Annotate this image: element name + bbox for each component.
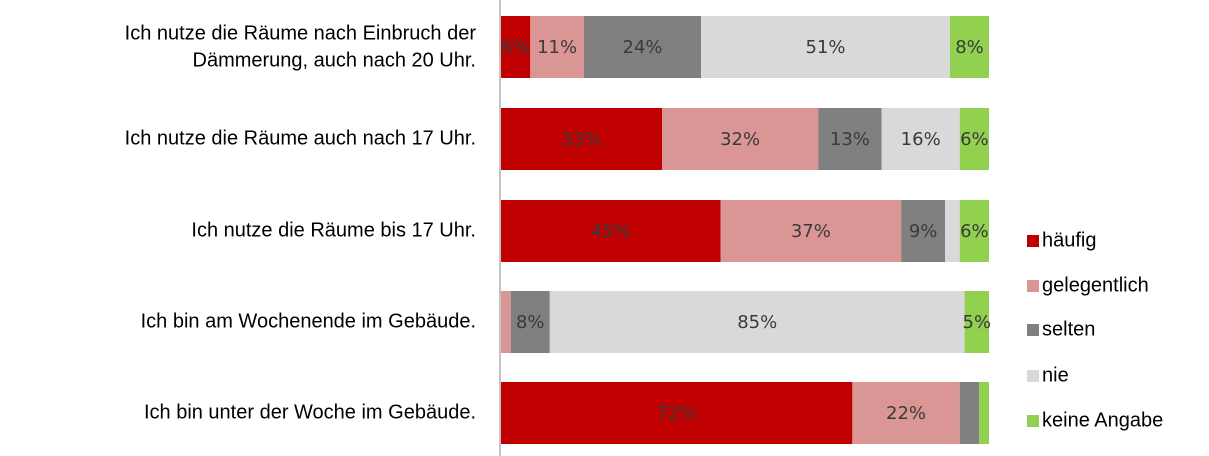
value-label: 45% bbox=[591, 221, 631, 242]
value-label: 5% bbox=[963, 312, 992, 333]
legend-label: selten bbox=[1042, 318, 1095, 340]
legend-swatch bbox=[1027, 370, 1039, 382]
value-label: 6% bbox=[960, 129, 989, 150]
bar-segment bbox=[901, 200, 946, 262]
category-label: Dämmerung, auch nach 20 Uhr. bbox=[193, 49, 477, 71]
legend-swatch bbox=[1027, 324, 1039, 336]
value-label: 51% bbox=[806, 37, 846, 58]
value-label: 13% bbox=[830, 129, 870, 150]
bar-segment bbox=[530, 16, 584, 78]
bar-segment bbox=[662, 108, 819, 170]
value-label: 33% bbox=[562, 129, 602, 150]
category-label: Ich nutze die Räume auch nach 17 Uhr. bbox=[125, 127, 476, 149]
legend-swatch bbox=[1027, 235, 1039, 247]
category-label: Ich nutze die Räume nach Einbruch der bbox=[125, 22, 477, 44]
legend-label: keine Angabe bbox=[1042, 409, 1163, 431]
bar-segment bbox=[959, 108, 989, 170]
bar-segment bbox=[701, 16, 950, 78]
bar-segment bbox=[852, 382, 960, 444]
bar-segment bbox=[959, 200, 989, 262]
bar-segment bbox=[501, 108, 663, 170]
legend-label: häufig bbox=[1042, 229, 1097, 251]
value-label: 85% bbox=[737, 312, 777, 333]
bar-segment bbox=[501, 291, 511, 353]
bar-segment bbox=[945, 200, 960, 262]
bar-segment bbox=[501, 382, 853, 444]
value-label: 8% bbox=[516, 312, 545, 333]
value-label: 72% bbox=[657, 403, 697, 424]
legend-label: gelegentlich bbox=[1042, 274, 1149, 296]
value-label: 22% bbox=[886, 403, 926, 424]
bar-segment bbox=[583, 16, 702, 78]
bar-segment bbox=[949, 16, 989, 78]
bar-segment bbox=[501, 16, 531, 78]
legend-swatch bbox=[1027, 415, 1039, 427]
bar-segment bbox=[501, 200, 721, 262]
bar-segment bbox=[964, 291, 989, 353]
legend-swatch bbox=[1027, 280, 1039, 292]
legend-label: nie bbox=[1042, 364, 1069, 386]
value-label: 32% bbox=[720, 129, 760, 150]
bar-segment bbox=[549, 291, 965, 353]
value-label: 8% bbox=[955, 37, 984, 58]
bar-segment bbox=[720, 200, 902, 262]
value-label: 9% bbox=[909, 221, 938, 242]
value-label: 16% bbox=[901, 129, 941, 150]
value-label: 37% bbox=[791, 221, 831, 242]
bar-segment bbox=[818, 108, 882, 170]
bar-segment bbox=[510, 291, 550, 353]
value-label: 6% bbox=[501, 37, 530, 58]
value-label: 11% bbox=[537, 37, 577, 58]
bar-segment bbox=[979, 382, 989, 444]
value-label: 6% bbox=[960, 221, 989, 242]
category-label: Ich bin am Wochenende im Gebäude. bbox=[141, 310, 476, 332]
category-label: Ich nutze die Räume bis 17 Uhr. bbox=[191, 219, 476, 241]
category-label: Ich bin unter der Woche im Gebäude. bbox=[144, 401, 476, 423]
bar-segment bbox=[959, 382, 980, 444]
bar-segment bbox=[881, 108, 960, 170]
value-label: 24% bbox=[623, 37, 663, 58]
